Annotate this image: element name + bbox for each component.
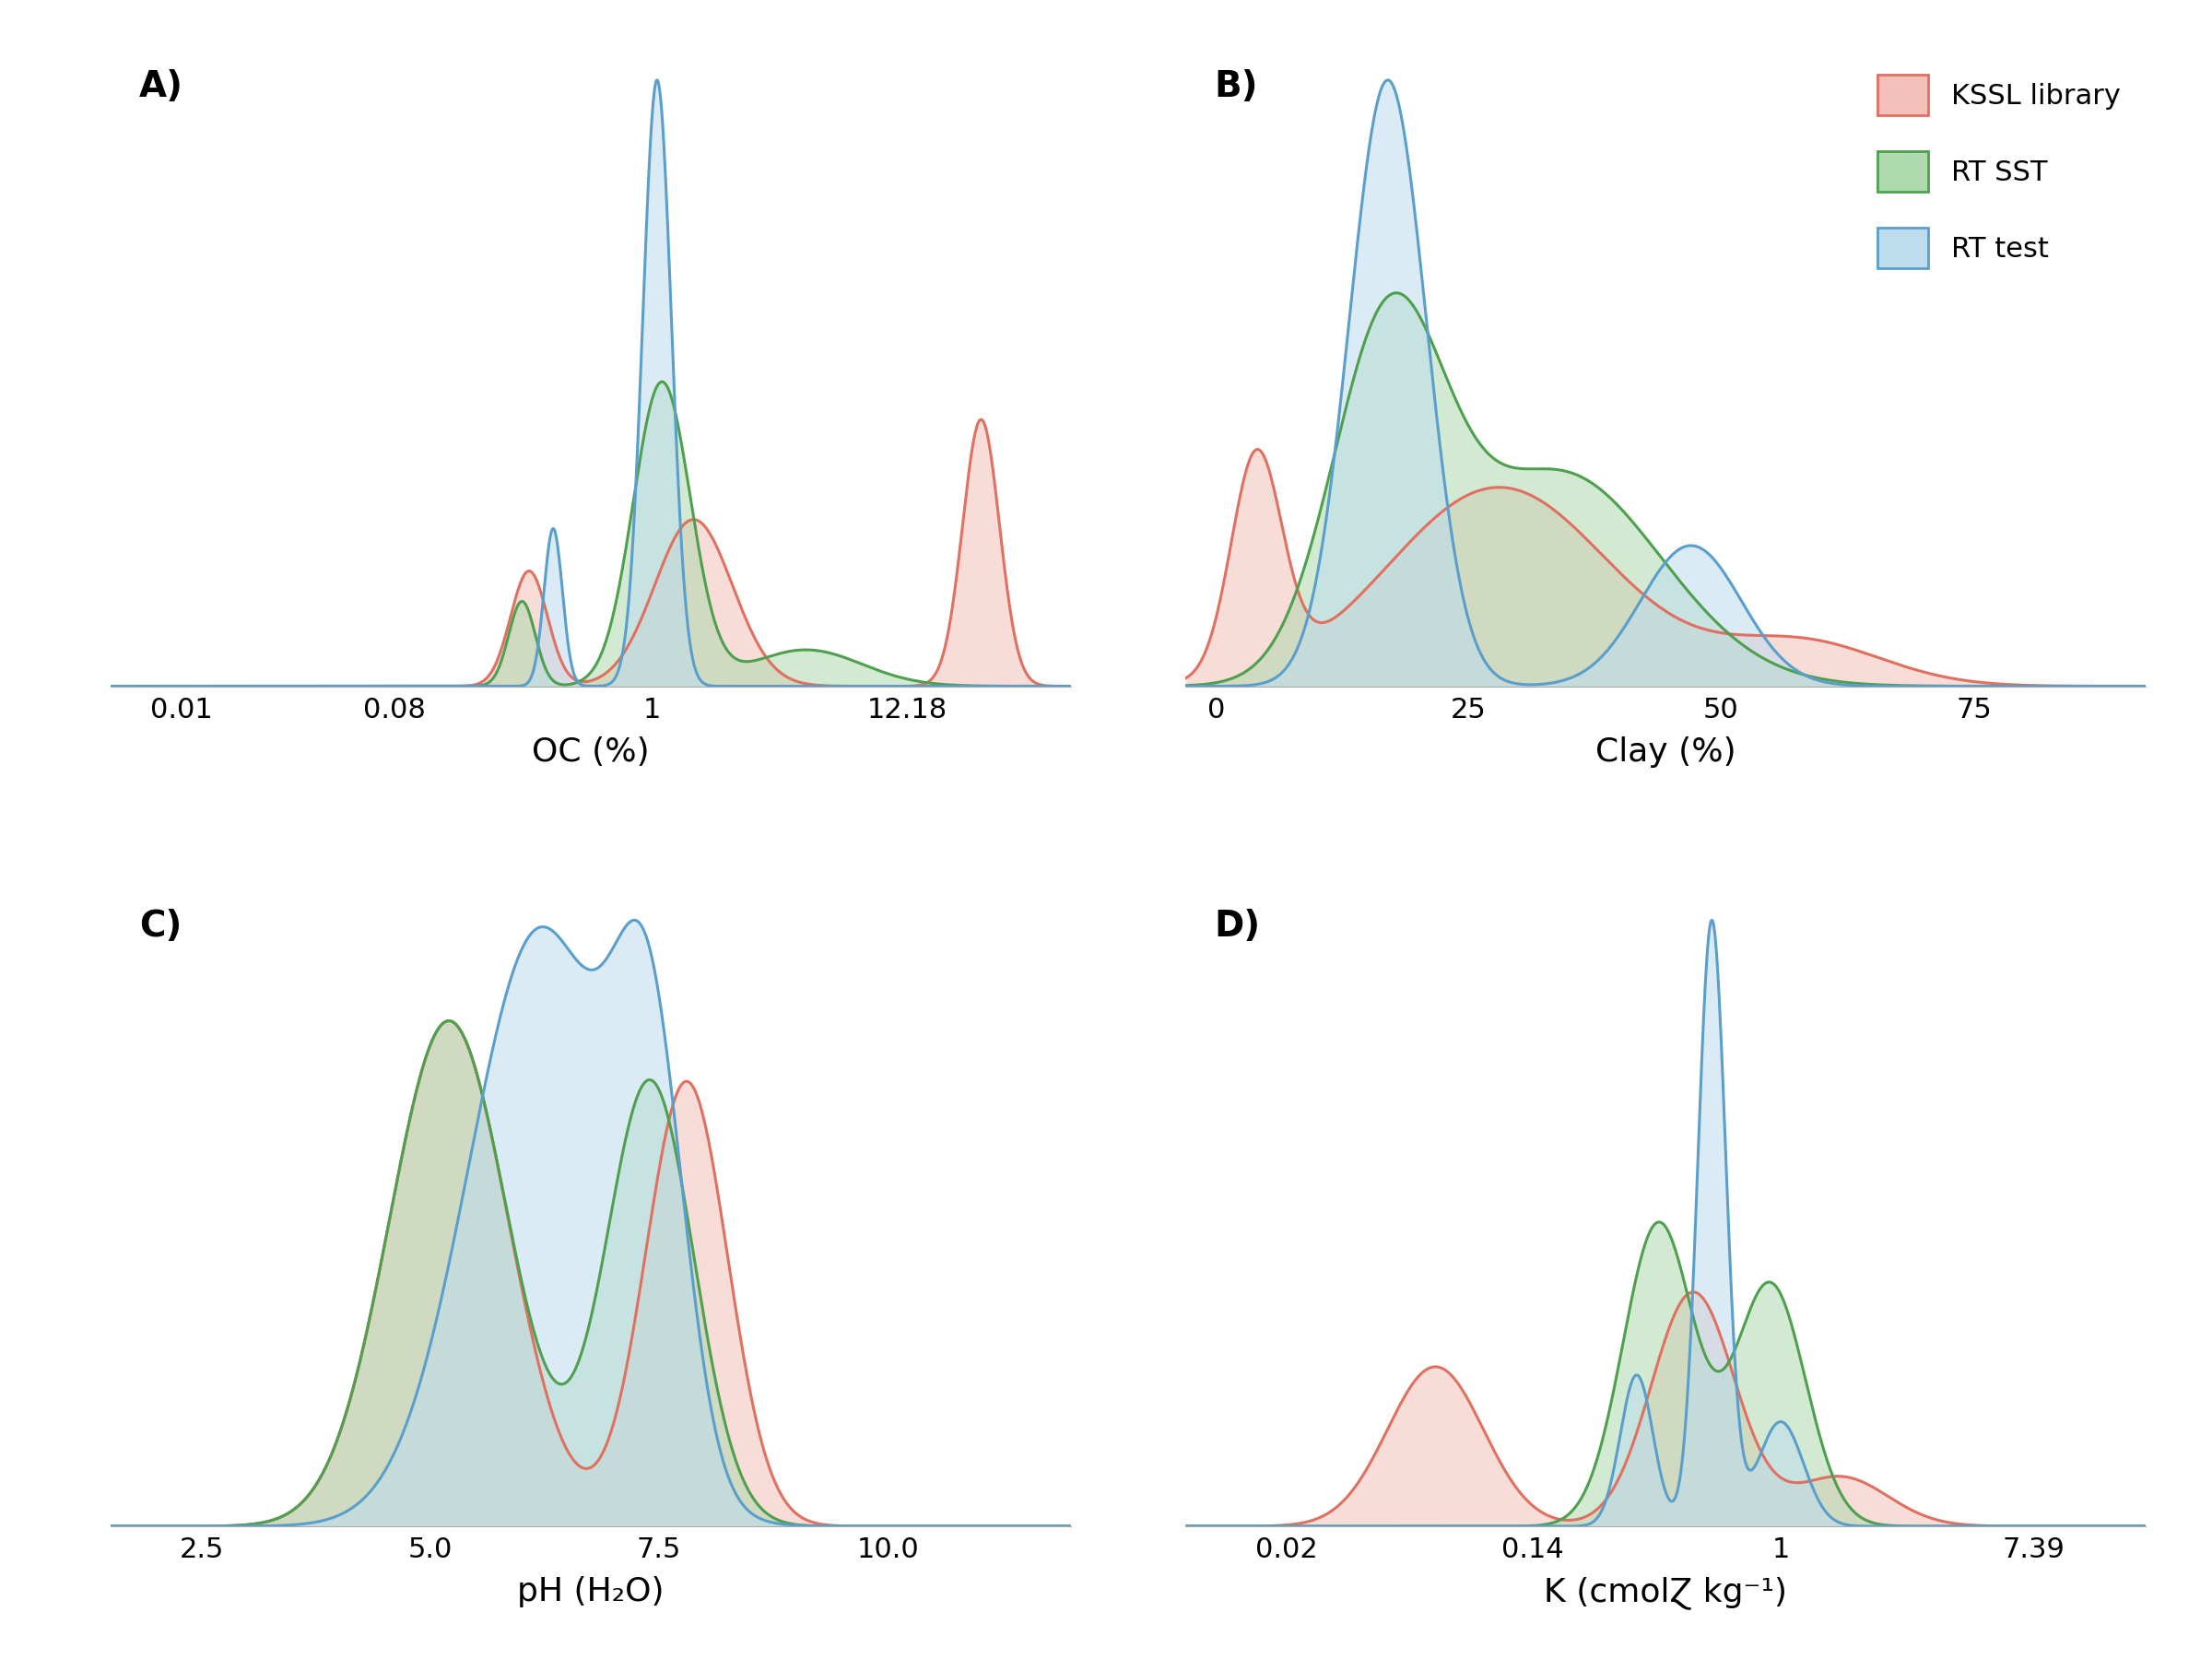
- Text: C): C): [139, 909, 181, 944]
- Text: D): D): [1214, 909, 1261, 944]
- Text: B): B): [1214, 70, 1259, 105]
- Text: A): A): [139, 70, 184, 105]
- Legend: KSSL library, RT SST, RT test: KSSL library, RT SST, RT test: [1867, 63, 2132, 279]
- X-axis label: Clay (%): Clay (%): [1595, 737, 1736, 768]
- X-axis label: K (cmolⱿ kg⁻¹): K (cmolⱿ kg⁻¹): [1544, 1576, 1787, 1609]
- X-axis label: pH (H₂O): pH (H₂O): [518, 1576, 664, 1608]
- X-axis label: OC (%): OC (%): [531, 737, 650, 768]
